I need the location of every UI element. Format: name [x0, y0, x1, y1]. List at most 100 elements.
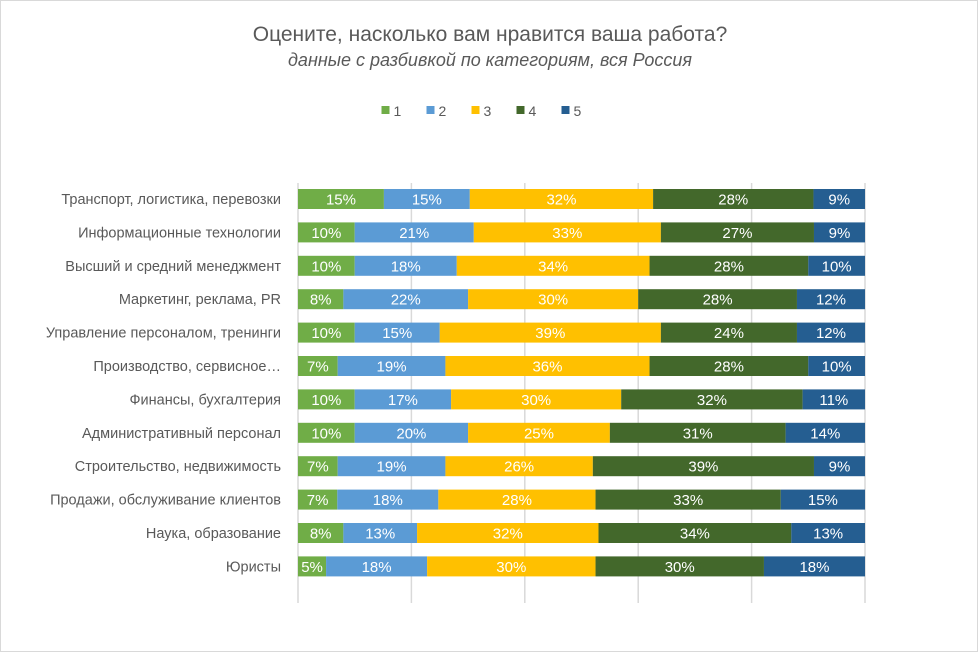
- data-label: 21%: [399, 225, 429, 242]
- bar-segment-4: [653, 189, 814, 209]
- bar-segment-1: [298, 422, 355, 443]
- data-label: 15%: [412, 192, 442, 209]
- category-label: Административный персонал: [82, 426, 281, 442]
- bar-segment-1: [298, 289, 344, 310]
- data-label: 18%: [391, 258, 421, 275]
- category-label: Высший и средний менеджмент: [65, 259, 281, 275]
- bar-segment-4: [592, 456, 814, 477]
- bar-segment-3: [445, 356, 650, 376]
- category-label: Наука, образование: [146, 526, 281, 542]
- bar-segment-1: [298, 489, 338, 510]
- bar-segment-2: [337, 489, 439, 510]
- bar-segment-5: [808, 356, 865, 376]
- data-label: 7%: [307, 359, 329, 376]
- category-label: Продажи, обслуживание клиентов: [50, 493, 281, 509]
- data-label: 39%: [535, 325, 565, 342]
- data-label: 33%: [673, 492, 703, 509]
- bar-segment-1: [298, 523, 344, 543]
- data-label: 12%: [816, 325, 846, 342]
- data-label: 17%: [388, 392, 418, 409]
- bar-segment-2: [343, 523, 418, 543]
- category-label: Юристы: [226, 559, 281, 575]
- bar-segment-5: [813, 222, 865, 243]
- bar-segment-3: [468, 422, 610, 443]
- bar-segment-4: [598, 523, 792, 543]
- data-label: 34%: [538, 258, 568, 275]
- legend-label-3: 3: [484, 103, 492, 119]
- category-label: Строительство, недвижимость: [75, 459, 281, 475]
- category-label: Производство, сервисное…: [93, 359, 281, 375]
- data-label: 39%: [688, 459, 718, 476]
- bar-segment-1: [298, 556, 327, 577]
- bar-segment-2: [354, 322, 440, 343]
- data-label: 7%: [307, 492, 329, 509]
- bar-segment-3: [427, 556, 596, 577]
- bar-segment-1: [298, 356, 338, 376]
- data-label: 10%: [311, 258, 341, 275]
- data-label: 30%: [496, 559, 526, 576]
- bar-segment-3: [451, 389, 622, 410]
- category-labels: Транспорт, логистика, перевозки Информаци…: [46, 192, 282, 575]
- bar-segment-5: [763, 556, 865, 577]
- bar-segment-3: [439, 322, 661, 343]
- bar-segment-5: [813, 456, 865, 477]
- bar-segment-4: [595, 489, 781, 510]
- bar-segment-2: [383, 189, 470, 209]
- bar-segment-5: [791, 523, 865, 543]
- category-label: Финансы, бухгалтерия: [130, 392, 281, 408]
- data-label: 15%: [808, 492, 838, 509]
- category-label: Управление персоналом, тренинги: [46, 326, 281, 342]
- data-label: 9%: [828, 192, 850, 209]
- data-label: 28%: [502, 492, 532, 509]
- data-label: 20%: [396, 425, 426, 442]
- data-label: 30%: [538, 292, 568, 309]
- data-label: 18%: [373, 492, 403, 509]
- bar-segment-2: [354, 222, 474, 243]
- chart-title: Оцените, насколько вам нравится ваша раб…: [253, 23, 728, 46]
- bars: 15% 15% 32% 28% 9% 10% 21% 33% 27% 9% 10% 18% 34% 28%…: [298, 189, 865, 577]
- bar-segment-2: [337, 456, 446, 477]
- data-label: 10%: [311, 392, 341, 409]
- data-label: 19%: [377, 359, 407, 376]
- legend-label-5: 5: [574, 103, 582, 119]
- legend-swatch-2: [426, 106, 435, 114]
- bar-segment-2: [337, 356, 446, 376]
- data-label: 14%: [810, 425, 840, 442]
- bar-segment-2: [354, 389, 452, 410]
- bar-segment-4: [649, 356, 809, 376]
- bar-segment-2: [354, 255, 457, 276]
- bar-segment-5: [785, 422, 865, 443]
- data-label: 26%: [504, 459, 534, 476]
- data-label: 31%: [683, 425, 713, 442]
- bar-segment-3: [468, 289, 639, 310]
- data-label: 8%: [310, 292, 332, 309]
- data-label: 32%: [546, 192, 576, 209]
- legend-swatch-4: [516, 106, 525, 114]
- bar-segment-5: [796, 289, 865, 310]
- bar-segment-3: [438, 489, 596, 510]
- bar-segment-2: [326, 556, 428, 577]
- bar-segment-1: [298, 389, 355, 410]
- bar-segment-3: [445, 456, 593, 477]
- data-label: 32%: [697, 392, 727, 409]
- bar-segment-3: [417, 523, 599, 543]
- bar-segment-1: [298, 222, 355, 243]
- data-label: 10%: [311, 425, 341, 442]
- data-label: 8%: [310, 526, 332, 543]
- bar-segment-2: [354, 422, 469, 443]
- data-label: 18%: [799, 559, 829, 576]
- data-label: 28%: [718, 192, 748, 209]
- data-label: 10%: [311, 225, 341, 242]
- bar-segment-5: [802, 389, 865, 410]
- bar-segment-1: [298, 255, 355, 276]
- bar-segment-3: [473, 222, 661, 243]
- data-label: 30%: [665, 559, 695, 576]
- data-label: 13%: [813, 526, 843, 543]
- data-label: 24%: [714, 325, 744, 342]
- data-label: 32%: [493, 526, 523, 543]
- data-label: 19%: [377, 459, 407, 476]
- bar-segment-5: [796, 322, 865, 343]
- data-label: 34%: [680, 526, 710, 543]
